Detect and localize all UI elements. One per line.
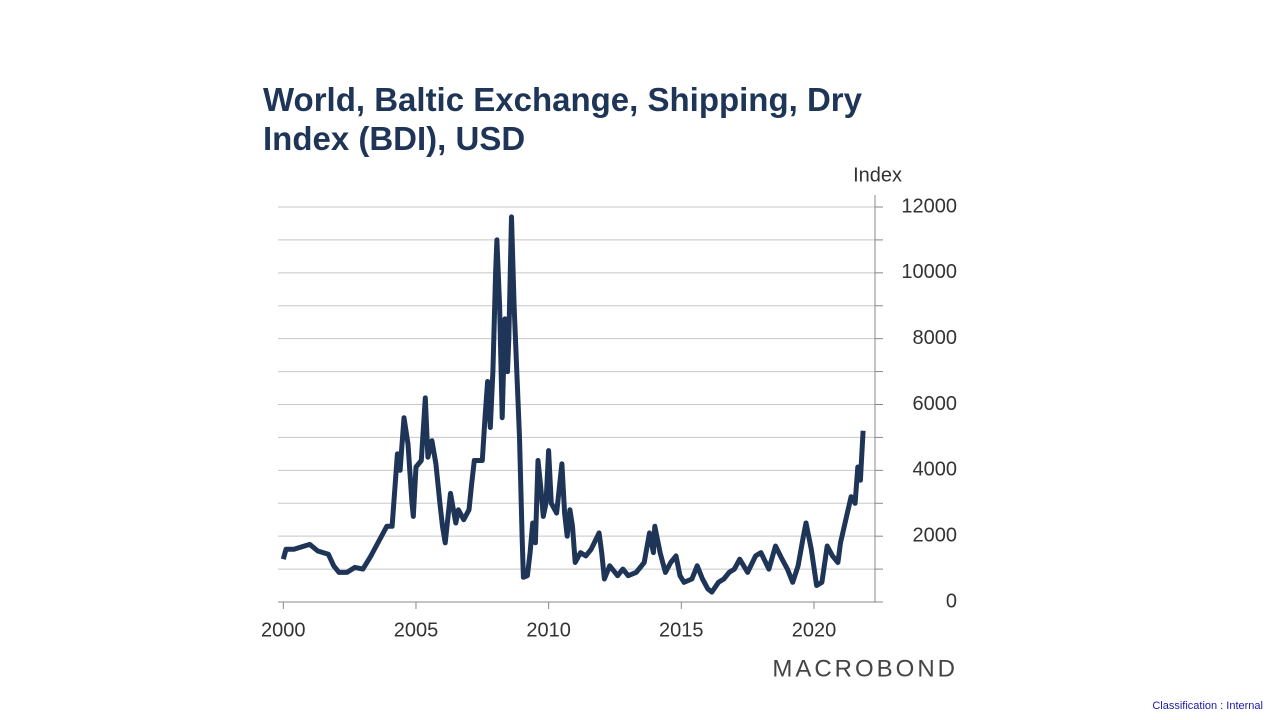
logo: MACROBOND [772, 655, 958, 682]
y-tick-label: 0 [946, 590, 957, 612]
y-tick-label: 2000 [913, 524, 958, 546]
x-tick-label: 2010 [526, 619, 571, 641]
data-line [280, 214, 866, 595]
x-tick-label: 2020 [792, 619, 837, 641]
y-tick-label: 6000 [913, 393, 958, 415]
x-tick-label: 2000 [261, 619, 306, 641]
x-tick-label: 2015 [659, 619, 704, 641]
y-axis-label: Index [853, 164, 902, 186]
chart-title: World, Baltic Exchange, Shipping, Dry In… [263, 81, 862, 157]
x-tick-label: 2005 [394, 619, 439, 641]
y-tick-label: 10000 [901, 261, 957, 283]
y-tick-label: 12000 [901, 195, 957, 217]
y-tick-label: 8000 [913, 327, 958, 349]
y-tick-label: 4000 [913, 459, 958, 481]
classification: Classification : Internal [1152, 700, 1263, 712]
